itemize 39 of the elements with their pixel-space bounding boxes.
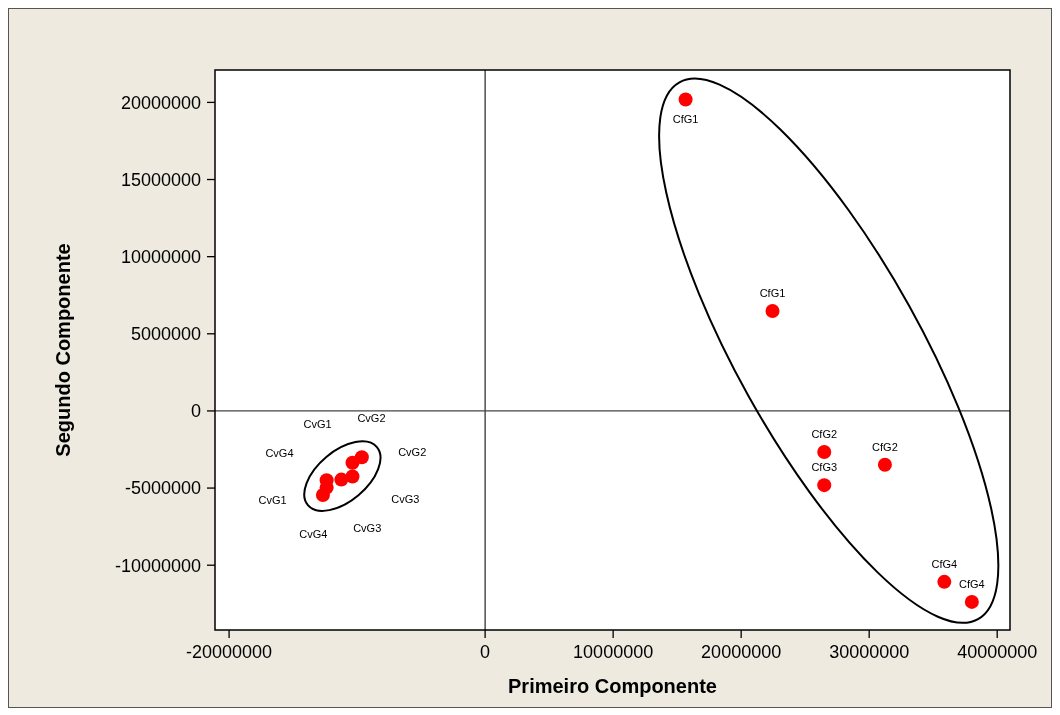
data-label: CfG2 <box>872 440 898 453</box>
annotation: CvG2 <box>398 446 427 459</box>
y-tick-label: -5000000 <box>124 478 201 499</box>
annotation: CvG3 <box>353 522 382 535</box>
x-tick-label: 30000000 <box>829 642 910 662</box>
y-tick-label: 20000000 <box>120 92 201 113</box>
point <box>678 92 693 107</box>
y-tick-label: 15000000 <box>120 169 201 190</box>
x-tick-label: 20000000 <box>701 642 782 662</box>
y-tick-label: 10000000 <box>120 246 201 267</box>
annotation: CvG4 <box>265 447 294 460</box>
annotation: CvG1 <box>303 417 332 430</box>
point <box>334 472 349 487</box>
x-tick-label: -20000000 <box>186 642 273 662</box>
point <box>817 478 832 493</box>
annotation: CvG2 <box>357 411 386 424</box>
data-label: CfG4 <box>931 557 958 570</box>
y-tick-label: -10000000 <box>114 555 201 576</box>
y-tick-label: 5000000 <box>130 324 201 345</box>
data-label: CfG1 <box>759 286 786 299</box>
y-tick-label: 0 <box>190 401 201 422</box>
point <box>765 303 780 318</box>
point <box>877 457 892 472</box>
annotation: CvG4 <box>299 528 328 541</box>
point <box>937 574 952 589</box>
x-tick-label: 40000000 <box>957 642 1038 662</box>
data-label: CfG1 <box>672 113 699 126</box>
data-label: CfG2 <box>811 427 838 440</box>
point <box>817 444 832 459</box>
y-axis-title: Segundo Componente <box>52 243 74 457</box>
x-tick-label: 10000000 <box>573 642 654 662</box>
point <box>964 594 979 609</box>
x-tick-label: 0 <box>480 642 491 662</box>
data-label: CfG3 <box>811 461 838 474</box>
x-axis-title: Primeiro Componente <box>508 675 717 697</box>
annotation: CvG3 <box>391 492 420 505</box>
annotation: CvG1 <box>258 494 287 507</box>
point <box>345 455 360 470</box>
data-label: CfG4 <box>959 577 985 590</box>
